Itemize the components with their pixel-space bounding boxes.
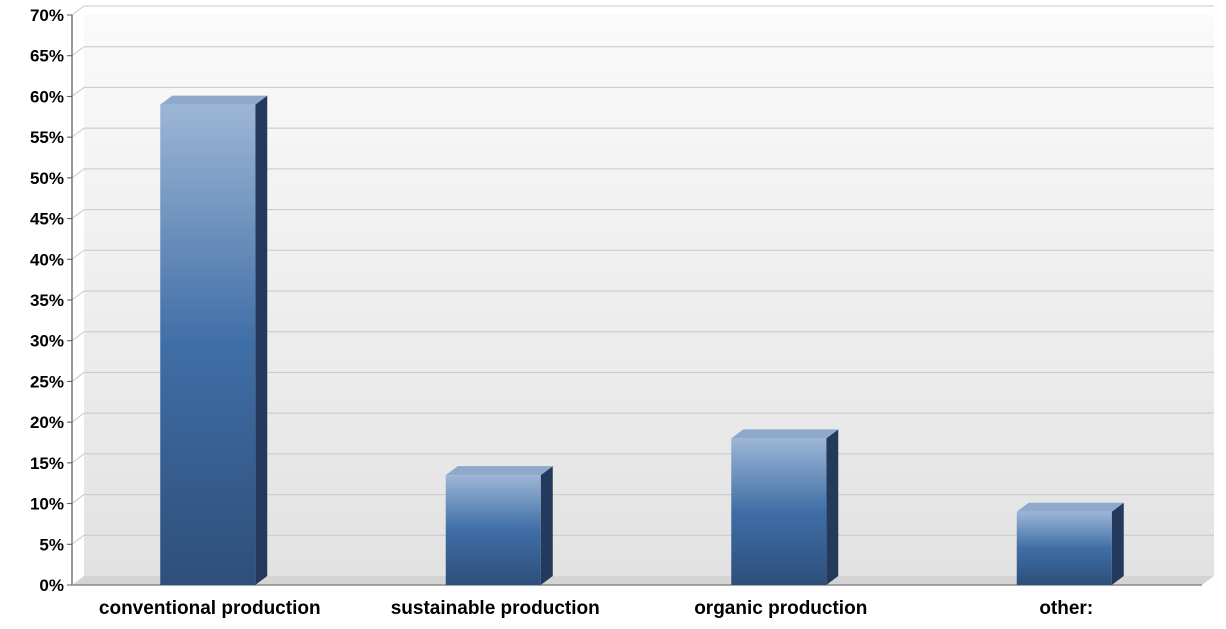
- y-tick-label: 45%: [30, 210, 64, 229]
- bar-front-face: [445, 475, 541, 585]
- y-tick-label: 40%: [30, 250, 64, 269]
- y-tick-label: 20%: [30, 413, 64, 432]
- x-category-label: sustainable production: [391, 598, 600, 619]
- bar-other: [1016, 502, 1124, 585]
- bar-side-face: [255, 95, 268, 586]
- bar-top-face: [160, 95, 268, 105]
- y-tick-label: 65%: [30, 47, 64, 66]
- y-axis-ticks: 0% 5% 10% 15% 20% 25% 30% 35% 40% 45% 50% 55% 60% 65%…: [30, 6, 72, 595]
- y-tick-label: 25%: [30, 372, 64, 391]
- bar-front-face: [731, 438, 827, 585]
- bar-conventional-production: [160, 95, 268, 586]
- x-axis-labels: conventional production sustainable produ…: [99, 598, 1093, 619]
- gridline-side: [71, 5, 85, 16]
- plot-floor: [72, 576, 1214, 585]
- bar-front-face: [1016, 511, 1112, 585]
- bar-top-face: [445, 466, 553, 476]
- y-tick-label: 70%: [30, 6, 64, 25]
- bar-side-face: [540, 466, 553, 585]
- bar-front-face: [160, 104, 256, 586]
- x-category-label: organic production: [694, 598, 867, 619]
- bar-top-face: [731, 429, 839, 439]
- y-tick-label: 5%: [39, 535, 64, 554]
- gridline-side: [71, 168, 85, 179]
- gridlines: [71, 5, 1214, 545]
- y-tick-label: 55%: [30, 128, 64, 147]
- gridline-side: [71, 494, 85, 504]
- plot-area: [72, 15, 1214, 585]
- gridline-side: [71, 46, 85, 57]
- gridline-side: [71, 453, 85, 464]
- bars: [160, 95, 1124, 586]
- bar-sustainable-production: [445, 466, 553, 585]
- y-tick-label: 50%: [30, 169, 64, 188]
- gridline-side: [71, 290, 85, 301]
- gridline-side: [71, 87, 85, 97]
- y-tick-label: 10%: [30, 495, 64, 514]
- y-tick-label: 0%: [39, 576, 64, 595]
- bar-side-face: [826, 429, 839, 585]
- gridline-side: [71, 209, 85, 219]
- gridline-side: [71, 127, 85, 138]
- bar-top-face: [1016, 502, 1124, 512]
- y-tick-label: 15%: [30, 454, 64, 473]
- y-tick-label: 30%: [30, 332, 64, 351]
- bar-side-face: [1111, 502, 1124, 585]
- x-category-label: conventional production: [99, 598, 321, 619]
- bar-organic-production: [731, 429, 839, 585]
- gridline-side: [71, 331, 85, 342]
- y-tick-label: 35%: [30, 291, 64, 310]
- y-tick-label: 60%: [30, 87, 64, 106]
- gridline-side: [71, 412, 85, 423]
- gridline-side: [71, 249, 85, 260]
- gridline-side: [71, 372, 85, 382]
- x-category-label: other:: [1039, 598, 1093, 619]
- gridline-side: [71, 534, 85, 545]
- plot-background: [84, 15, 1214, 576]
